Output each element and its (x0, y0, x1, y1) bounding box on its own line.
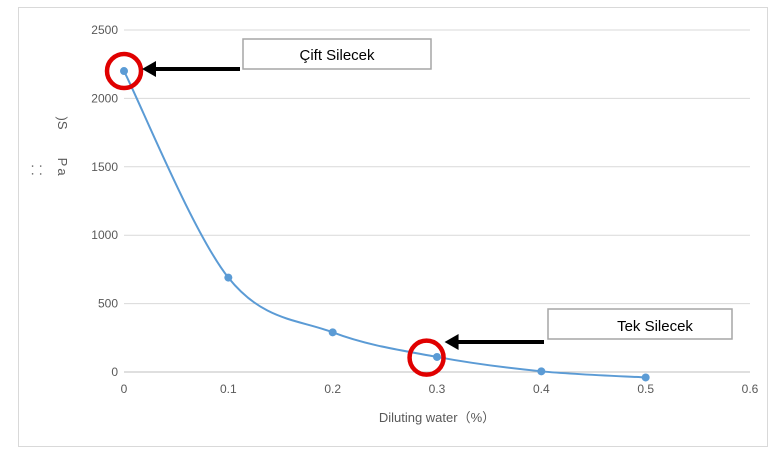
y-tick-label: 2500 (91, 23, 118, 37)
highlight-circle (407, 338, 446, 377)
x-tick-label: 0 (121, 382, 128, 396)
data-point (433, 352, 441, 361)
y-axis-title-glyph: ⸬ (29, 165, 44, 176)
x-tick-label: 0.5 (637, 382, 654, 396)
y-axis-title-glyph: )S (55, 117, 70, 130)
x-tick-label: 0.1 (220, 382, 237, 396)
chart-frame (18, 7, 768, 447)
annotations: Çift Silecek Tek Silecek (104, 38, 733, 377)
y-tick-label: 2000 (91, 91, 118, 105)
y-axis-title-glyph: P (55, 158, 70, 167)
callout-box (547, 308, 733, 340)
data-point (224, 273, 233, 282)
x-tick-label: 0.6 (742, 382, 759, 396)
y-axis-title-glyph: a (55, 168, 70, 176)
data-point (120, 67, 128, 76)
data-point (641, 373, 650, 382)
arrow-head (444, 334, 459, 350)
callout-box (242, 38, 432, 70)
callout-label: Tek Silecek (617, 318, 693, 335)
y-tick-label: 1500 (91, 160, 118, 174)
data-point (537, 367, 546, 376)
y-tick-label: 1000 (91, 228, 118, 242)
gridlines (124, 29, 750, 373)
y-tick-label: 0 (111, 365, 118, 379)
y-axis-title: ⸬ Pa )S (29, 117, 70, 177)
x-tick-label: 0.2 (324, 382, 341, 396)
arrow-head (142, 61, 156, 77)
x-tick-label: 0.4 (533, 382, 550, 396)
y-tick-labels: 0 500 1000 1500 2000 2500 (91, 23, 118, 379)
data-point (328, 328, 337, 337)
x-tick-labels: 0 0.1 0.2 0.3 0.4 0.5 0.6 (121, 382, 759, 396)
x-tick-label: 0.3 (429, 382, 446, 396)
x-axis-title: Diluting water（%） (379, 410, 495, 425)
data-points (120, 67, 650, 382)
callout-label: Çift Silecek (299, 47, 375, 64)
y-tick-label: 500 (98, 297, 118, 311)
highlight-circle (104, 51, 144, 91)
